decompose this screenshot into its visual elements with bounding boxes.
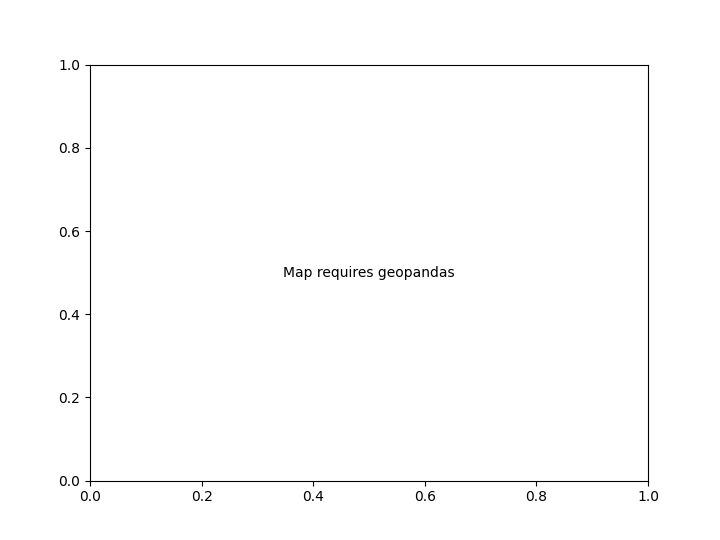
Text: Map requires geopandas: Map requires geopandas [283, 266, 455, 280]
